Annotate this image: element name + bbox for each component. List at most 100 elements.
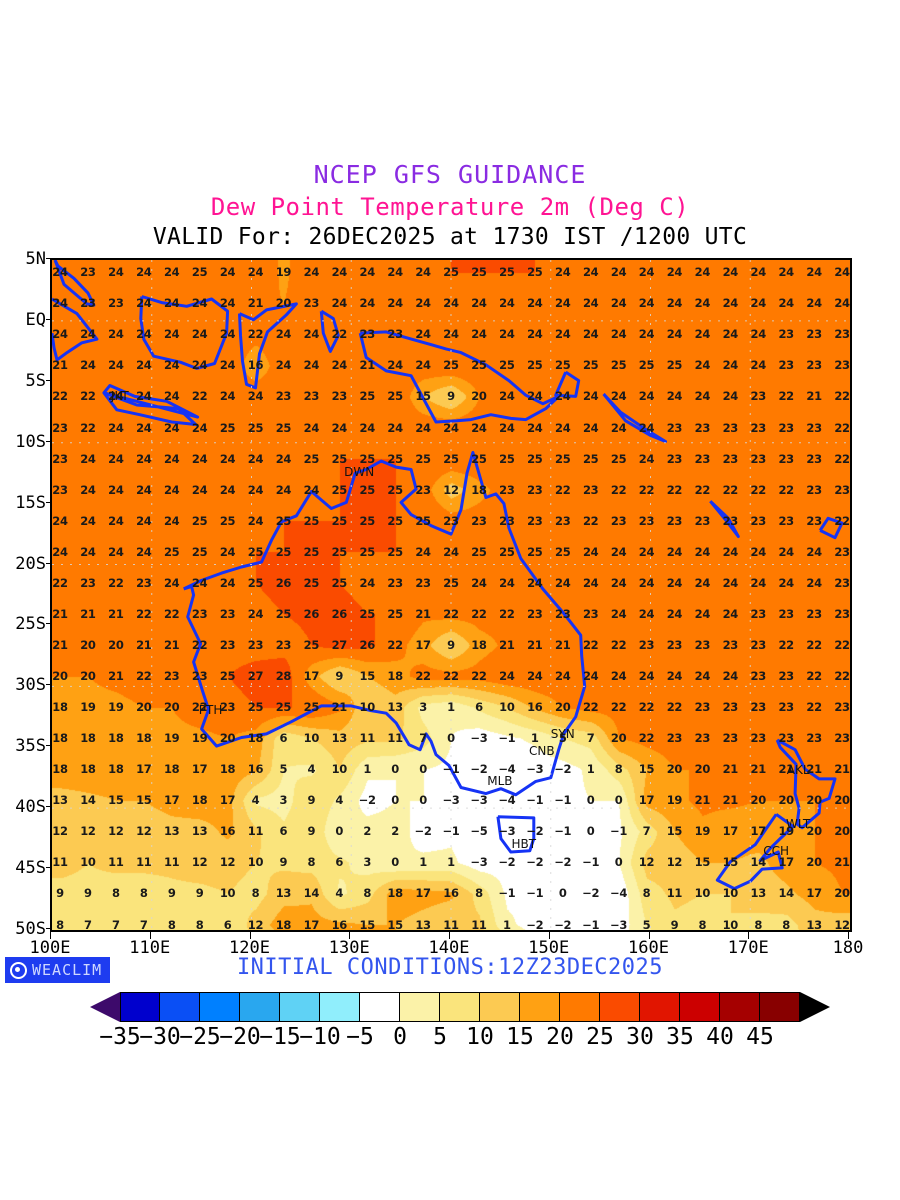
grid-value: 23 — [778, 669, 794, 683]
x-axis-tick-label: 120E — [229, 938, 270, 958]
colorbar-band — [440, 992, 480, 1022]
grid-value: 23 — [163, 669, 180, 683]
grid-value: 22 — [582, 513, 599, 528]
grid-value: 24 — [638, 389, 655, 404]
grid-value: 24 — [136, 544, 152, 559]
grid-value: 22 — [610, 482, 627, 497]
grid-value: 6 — [335, 855, 344, 870]
grid-value: 24 — [80, 513, 96, 528]
grid-value: 25 — [499, 544, 515, 559]
grid-value: 23 — [750, 669, 767, 683]
x-axis-tick — [249, 932, 251, 939]
grid-value: 20 — [555, 700, 571, 715]
grid-value: 23 — [778, 420, 794, 435]
page-subtitle: Dew Point Temperature 2m (Deg C) — [210, 193, 690, 221]
grid-value: 24 — [638, 669, 655, 683]
grid-value: 25 — [443, 451, 459, 466]
grid-value: 24 — [582, 265, 599, 280]
grid-value: 22 — [582, 637, 599, 652]
grid-value: 25 — [247, 575, 264, 590]
grid-value: 18 — [52, 731, 68, 746]
grid-value: 24 — [331, 265, 348, 280]
grid-value: 25 — [387, 482, 403, 497]
grid-value: 20 — [108, 637, 124, 652]
coastline-layer — [52, 260, 850, 930]
map-plot-area[interactable]: 24 23 24 24 24 25 24 24 1 9 24 24 24 24 24 25 25 25 25 24 24… — [50, 258, 852, 932]
grid-value: 24 — [527, 296, 543, 311]
grid-value: 18 — [136, 731, 152, 746]
x-axis-tick — [149, 932, 151, 939]
grid-value: 24 — [610, 544, 627, 559]
grid-value: 24 — [834, 296, 850, 311]
grid-value: 25 — [359, 513, 376, 528]
colorbar-tick-label: −35 — [99, 1024, 141, 1050]
grid-value: 20 — [219, 731, 236, 746]
coastline — [53, 260, 96, 307]
grid-value: 0 — [335, 824, 344, 839]
grid-value: 24 — [471, 296, 487, 311]
coastline — [238, 302, 298, 390]
grid-value: 21 — [555, 637, 571, 652]
grid-value: 25 — [331, 513, 348, 528]
grid-value: 24 — [163, 420, 180, 435]
grid-value: 23 — [52, 451, 68, 466]
grid-value: 17 — [806, 886, 822, 901]
grid-value: 24 — [527, 389, 543, 404]
colorbar-tick-label: −25 — [179, 1024, 221, 1050]
grid-value: 9 — [84, 886, 92, 901]
grid-value: 23 — [415, 575, 431, 590]
grid-value: 24 — [136, 358, 152, 373]
grid-value: 18 — [387, 669, 403, 683]
grid-value: 25 — [555, 544, 571, 559]
grid-value: 13 — [275, 886, 292, 901]
grid-value: 24 — [415, 327, 431, 342]
grid-value: −1 — [498, 886, 516, 901]
grid-value: 25 — [443, 575, 459, 590]
coastline — [102, 384, 200, 426]
grid-value: 25 — [527, 544, 543, 559]
grid-value: 26 — [303, 606, 320, 621]
grid-value: 22 — [834, 637, 850, 652]
grid-value: 25 — [359, 544, 376, 559]
grid-value: −1 — [526, 886, 544, 901]
grid-value: 25 — [359, 606, 376, 621]
grid-value: 23 — [778, 327, 794, 342]
grid-value: 24 — [806, 296, 822, 311]
grid-value: 25 — [163, 544, 180, 559]
grid-value: 25 — [359, 389, 376, 404]
grid-value: 23 — [834, 327, 850, 342]
grid-value: 24 — [694, 327, 711, 342]
grid-value: 22 — [834, 389, 850, 404]
grid-value: 18 — [80, 762, 96, 777]
grid-value: 25 — [471, 451, 487, 466]
weaclim-logo[interactable]: WEACLIM — [5, 957, 111, 983]
colorbar-tick-label: 20 — [546, 1024, 574, 1050]
grid-value: 13 — [806, 917, 822, 932]
grid-value: 1 — [447, 855, 455, 870]
grid-value: 24 — [303, 482, 320, 497]
grid-value: 24 — [610, 669, 627, 683]
x-axis-tick-label: 180 — [832, 938, 864, 958]
grid-value: 24 — [275, 482, 292, 497]
grid-value: 8 — [363, 886, 372, 901]
grid-value: 23 — [219, 637, 236, 652]
grid-value: 18 — [108, 731, 124, 746]
grid-value: 25 — [247, 700, 264, 715]
grid-value: −2 — [498, 855, 516, 870]
grid-value: 24 — [136, 389, 152, 404]
grid-value: 14 — [778, 886, 794, 901]
grid-value: 24 — [666, 669, 683, 683]
grid-value: 24 — [638, 296, 655, 311]
grid-value: 7 — [139, 917, 148, 932]
grid-value: 23 — [108, 296, 124, 311]
grid-value: 9 — [335, 669, 344, 683]
grid-value: 24 — [387, 296, 403, 311]
grid-value: 24 — [191, 420, 208, 435]
grid-value: 22 — [638, 700, 655, 715]
grid-value: 24 — [247, 389, 264, 404]
grid-value: 20 — [834, 824, 850, 839]
grid-value: 24 — [331, 358, 348, 373]
grid-value: 24 — [247, 606, 264, 621]
grid-value: 23 — [582, 606, 599, 621]
grid-value: 10 — [499, 700, 515, 715]
